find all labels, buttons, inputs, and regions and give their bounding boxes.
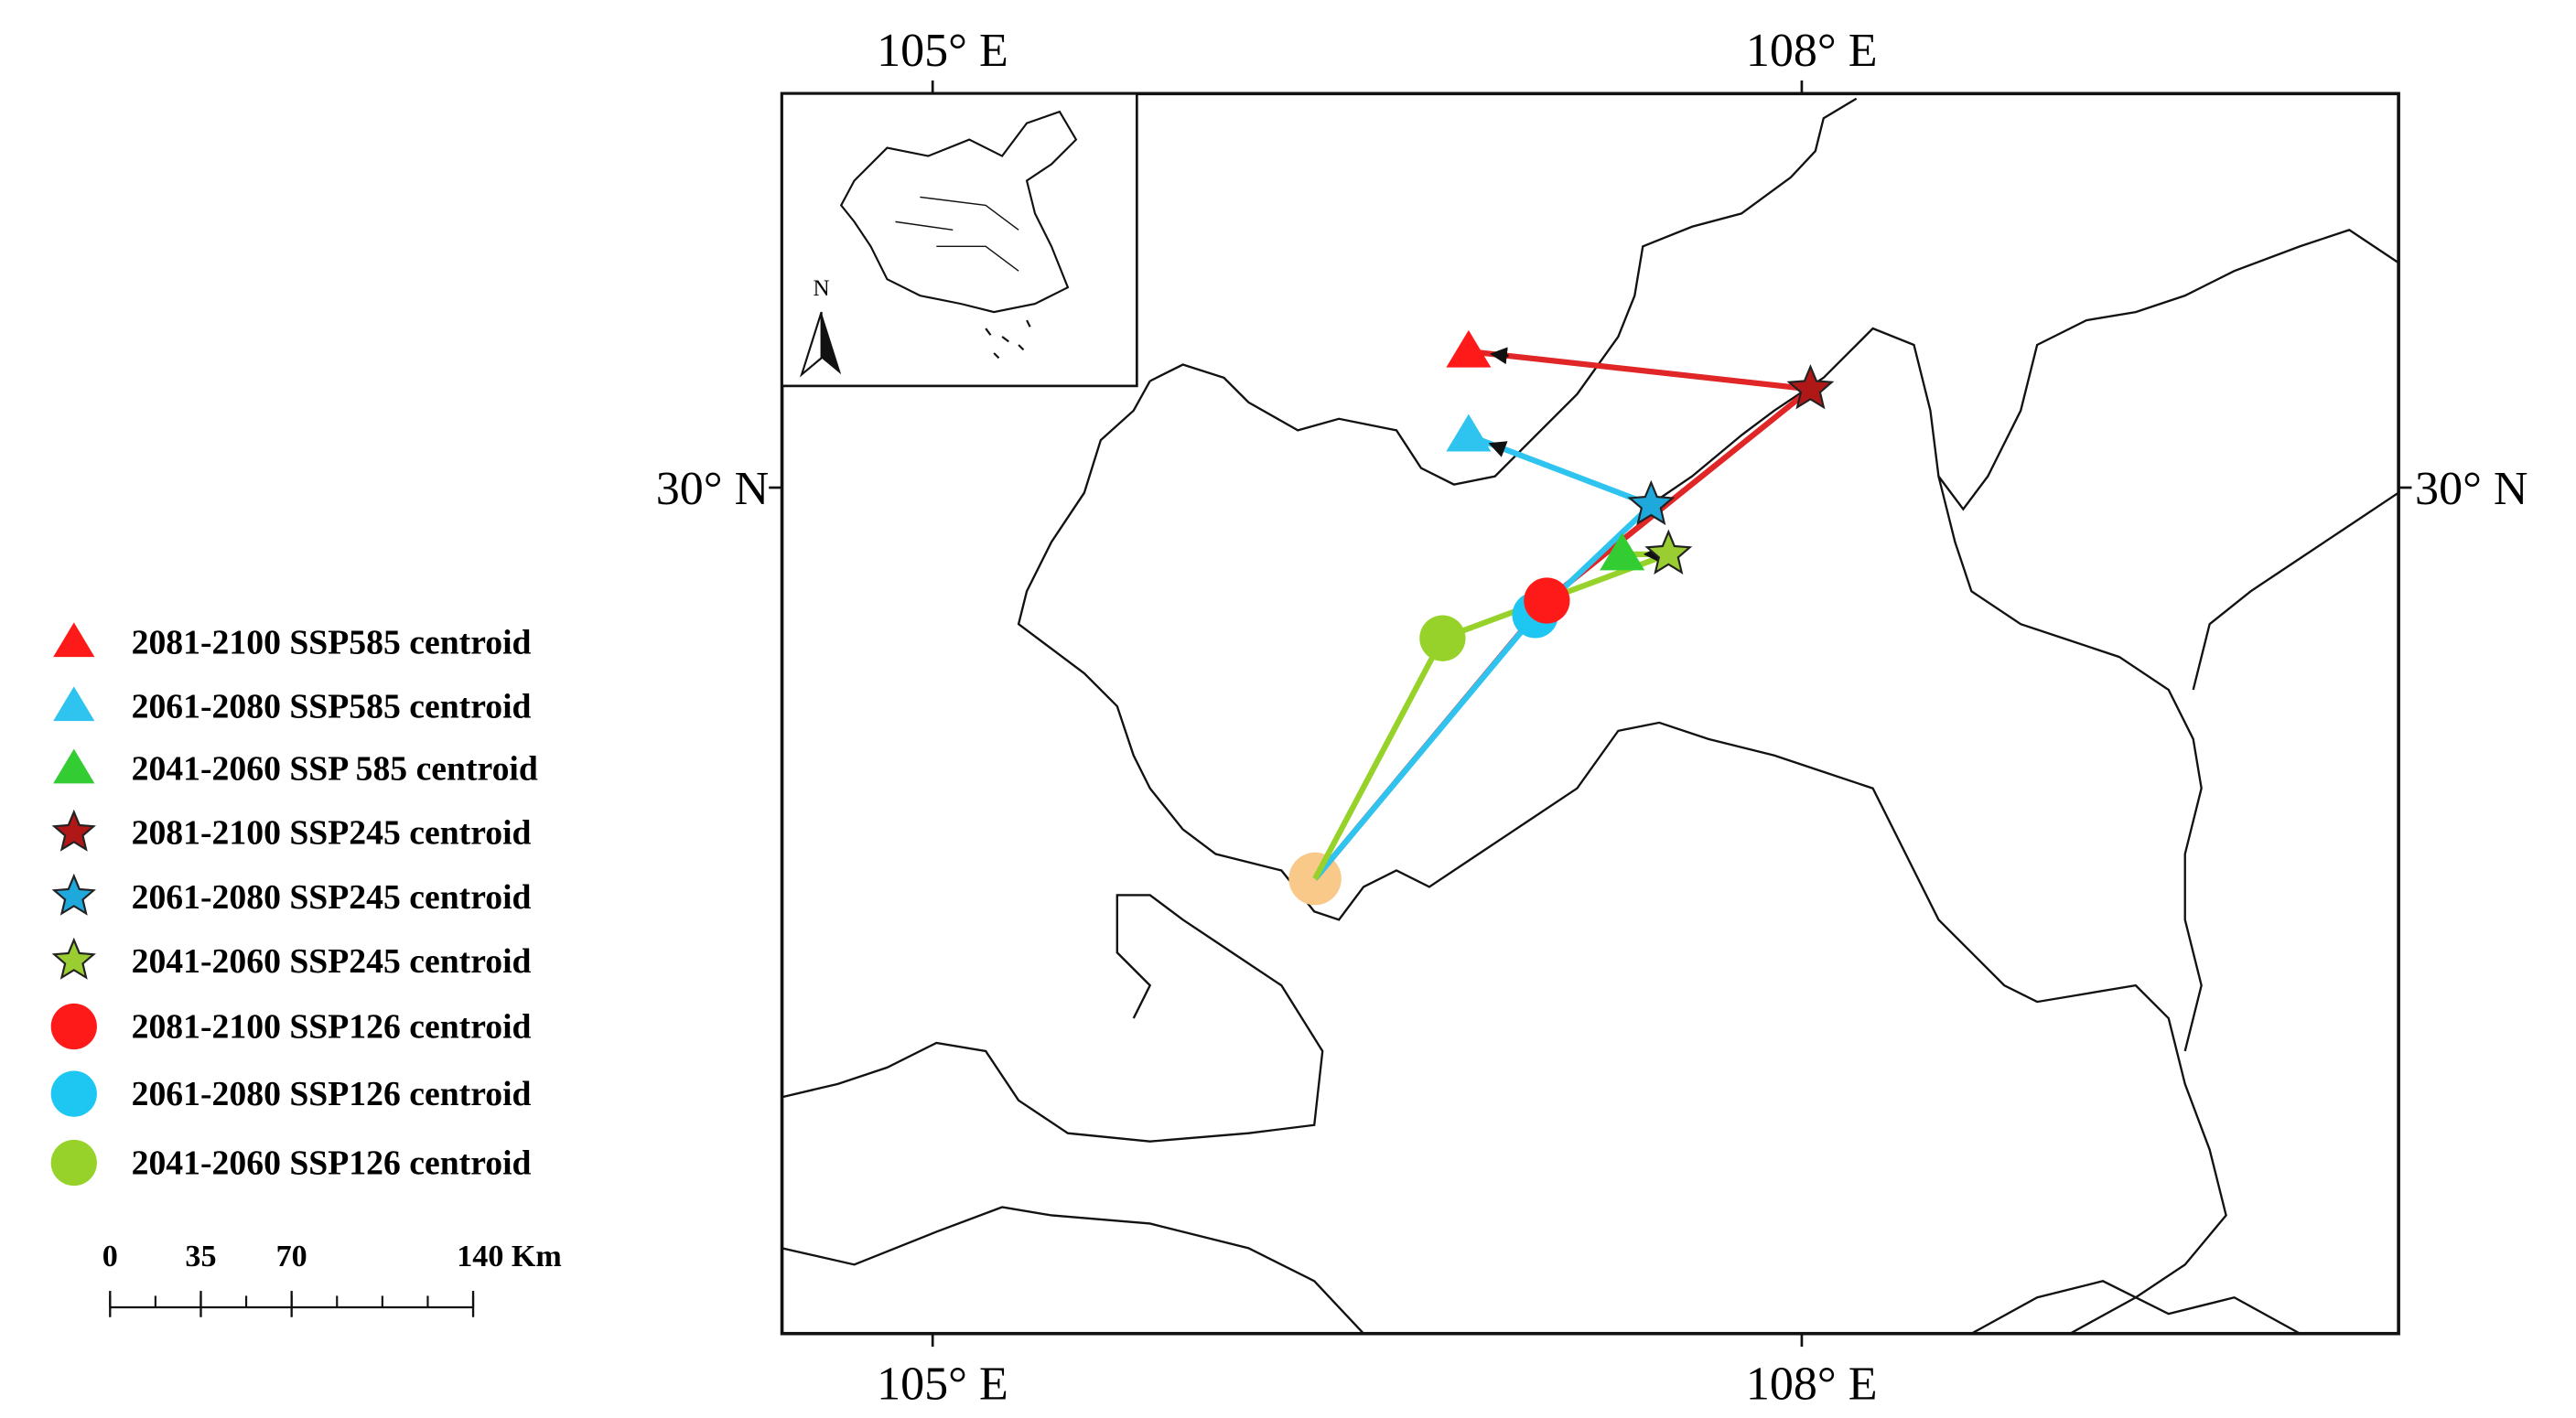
scale-bar-label: 0	[102, 1240, 118, 1273]
legend-label: 2081-2100 SSP245 centroid	[132, 814, 532, 853]
north-label: N	[814, 276, 830, 301]
inset: N	[781, 91, 1138, 388]
scale-bar-label: 35	[185, 1240, 216, 1273]
inset-islands	[985, 319, 1031, 360]
boundaries	[781, 97, 2399, 1335]
legend-symbol	[51, 809, 96, 852]
centroid-marker	[1786, 364, 1835, 410]
direction-arrow	[1488, 441, 1508, 457]
direction-arrow	[1489, 347, 1509, 365]
centroid-marker	[1644, 529, 1693, 575]
legend-symbol	[50, 1070, 97, 1117]
scale-bar-label: 140 Km	[457, 1240, 562, 1273]
legend-symbol	[50, 1139, 97, 1187]
legend-label: 2061-2080 SSP585 centroid	[132, 688, 532, 726]
legend-label: 2041-2060 SSP245 centroid	[132, 942, 532, 981]
inset-frame	[781, 91, 1138, 388]
inset-provinces	[895, 196, 1019, 272]
legend-label: 2061-2080 SSP245 centroid	[132, 878, 532, 917]
centroid-marker	[1419, 615, 1466, 661]
china-outline	[839, 110, 1078, 314]
x-tick-label: 105° E	[877, 25, 1008, 77]
x-tick-label: 108° E	[1746, 25, 1878, 77]
centroid-marker	[1627, 479, 1676, 526]
centroid-marker	[1446, 414, 1492, 452]
centroid-marker	[1600, 532, 1645, 571]
x-tick-label: 108° E	[1746, 1359, 1878, 1411]
legend-symbol	[50, 1003, 97, 1050]
legend-label: 2081-2100 SSP585 centroid	[132, 624, 532, 662]
y-tick-label: 30° N	[656, 463, 769, 515]
legend-label: 2041-2060 SSP 585 centroid	[132, 750, 538, 789]
legend-symbol	[53, 686, 95, 722]
trajectory-line	[1312, 433, 1654, 881]
y-tick-label: 30° N	[2415, 463, 2527, 515]
legend-symbol	[53, 622, 95, 658]
centroid-marker	[1446, 329, 1492, 368]
legend-label: 2041-2060 SSP126 centroid	[132, 1144, 532, 1183]
north-arrow-right	[821, 312, 842, 375]
scale-bar-label: 70	[276, 1240, 307, 1273]
legend-symbol	[53, 748, 95, 784]
legend-symbol	[51, 937, 96, 980]
x-tick-label: 105° E	[877, 1359, 1008, 1411]
centroid-marker	[1524, 577, 1570, 624]
legend-label: 2061-2080 SSP126 centroid	[132, 1075, 532, 1113]
legend-label: 2081-2100 SSP126 centroid	[132, 1008, 532, 1047]
legend-symbol	[51, 873, 96, 916]
